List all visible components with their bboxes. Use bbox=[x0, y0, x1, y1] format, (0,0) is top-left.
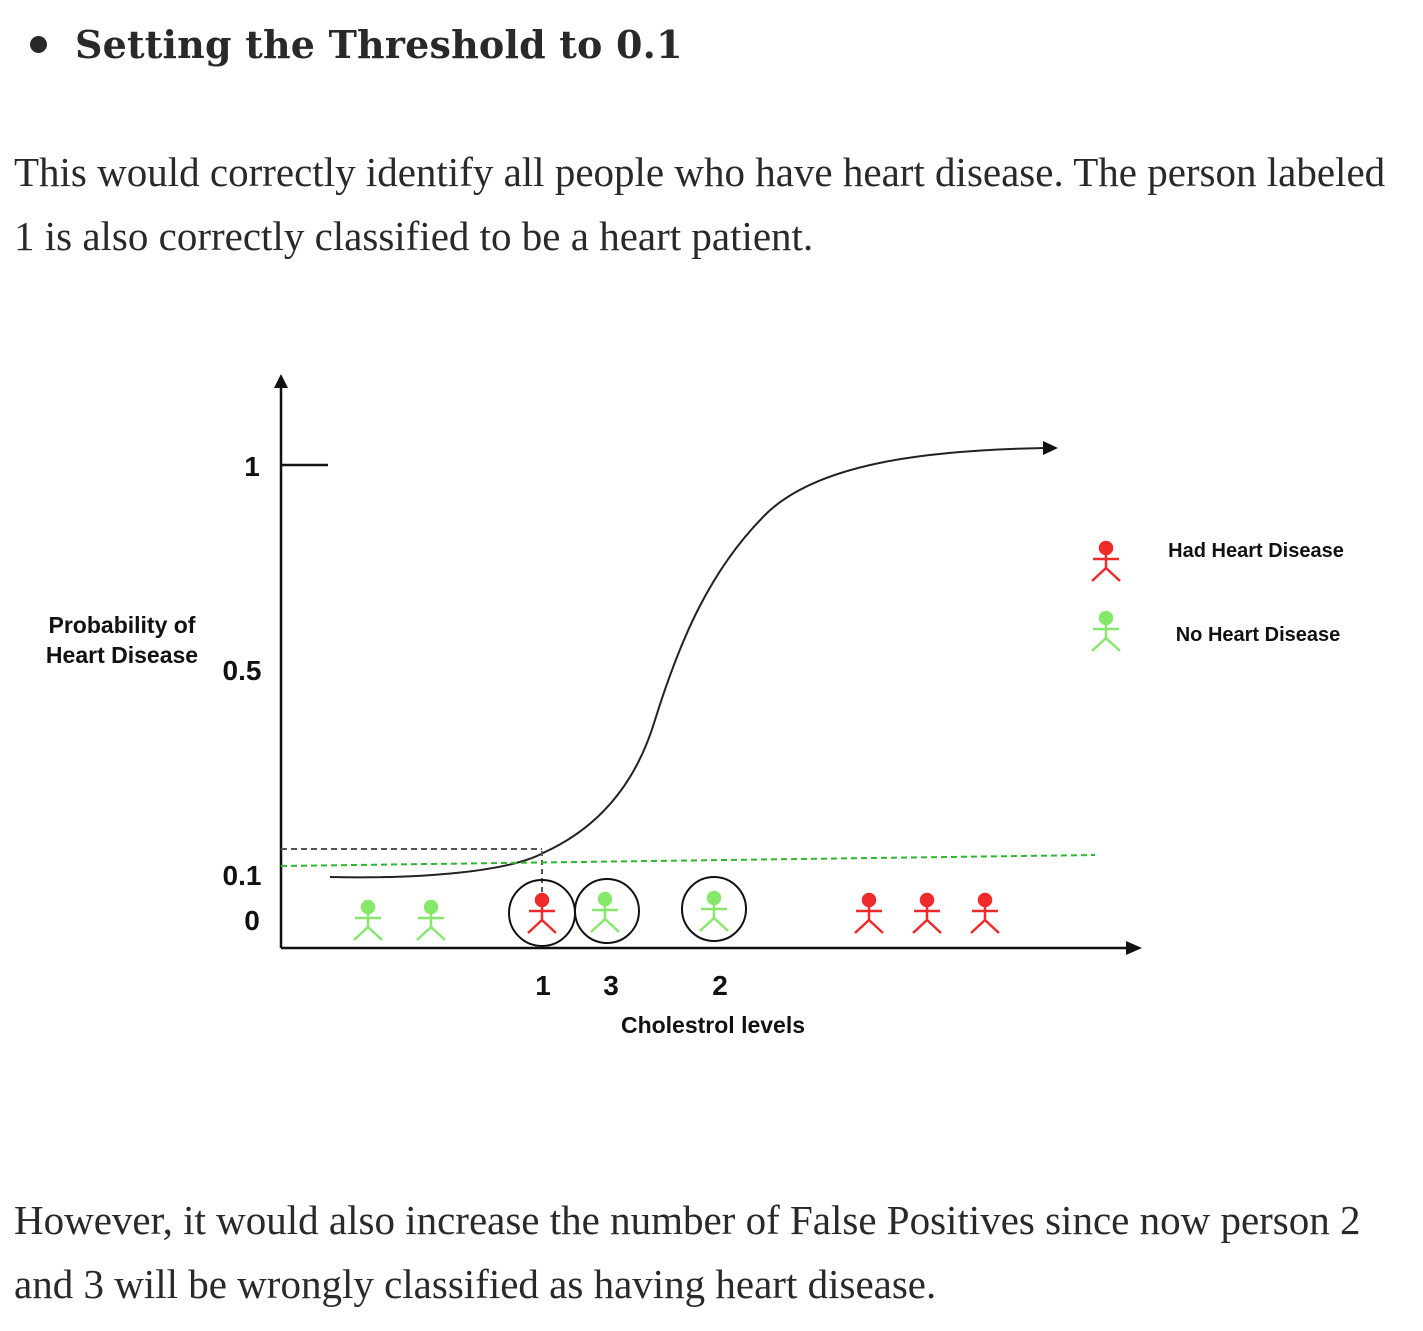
y-axis-label-line1: Probability of bbox=[49, 612, 196, 638]
person-icon-no-disease-2 bbox=[698, 890, 730, 933]
paragraph-conclusion: However, it would also increase the numb… bbox=[14, 1197, 1361, 1307]
bullet-dot bbox=[30, 35, 47, 53]
person-icon-disease-1 bbox=[526, 892, 558, 935]
y-tick-label-0-5: 0.5 bbox=[223, 655, 262, 686]
y-tick-label-0: 0 bbox=[244, 905, 260, 936]
highlight-circle-3 bbox=[574, 878, 640, 944]
x-axis-label: Cholestrol levels bbox=[621, 1012, 805, 1038]
legend-label-had-disease: Had Heart Disease bbox=[1168, 540, 1344, 562]
legend: Had Heart Disease No Heart Disease bbox=[1090, 540, 1344, 653]
bullet-item: Setting the Threshold to 0.1 bbox=[30, 14, 683, 74]
axes bbox=[279, 386, 1128, 950]
section-heading: Setting the Threshold to 0.1 bbox=[75, 21, 683, 67]
person-icon-disease bbox=[853, 892, 885, 935]
person-icon-no-disease bbox=[415, 899, 447, 942]
x-axis-arrow bbox=[1126, 941, 1142, 955]
legend-icon-no-disease bbox=[1090, 610, 1122, 653]
legend-label-no-disease: No Heart Disease bbox=[1176, 624, 1341, 646]
threshold-line bbox=[280, 854, 1096, 867]
point-label-2: 2 bbox=[712, 970, 728, 1001]
curve-arrow bbox=[1043, 441, 1058, 455]
person-icon-no-disease bbox=[352, 899, 384, 942]
person-icon-disease bbox=[911, 892, 943, 935]
point-label-3: 3 bbox=[603, 970, 619, 1001]
y-tick-label-0-1: 0.1 bbox=[223, 860, 262, 891]
paragraph-intro: This would correctly identify all people… bbox=[14, 149, 1386, 259]
y-axis-arrow bbox=[274, 374, 288, 388]
sigmoid-curve bbox=[329, 447, 1046, 879]
person-icon-no-disease-3 bbox=[589, 891, 621, 934]
legend-icon-had-disease bbox=[1090, 540, 1122, 583]
highlight-circle-2 bbox=[681, 876, 747, 942]
y-axis-label-line2: Heart Disease bbox=[46, 642, 198, 668]
logistic-regression-figure: 1 0.5 0.1 0 Probability of Heart Disease… bbox=[46, 374, 1344, 1038]
person-icon-disease bbox=[969, 892, 1001, 935]
y-tick-label-1: 1 bbox=[244, 451, 260, 482]
point-label-1: 1 bbox=[535, 970, 551, 1001]
